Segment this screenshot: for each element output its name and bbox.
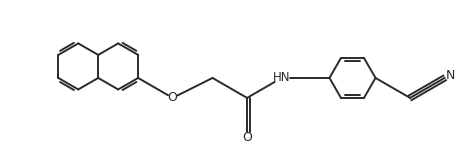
Text: O: O (168, 91, 178, 104)
Text: HN: HN (273, 71, 290, 84)
Text: N: N (446, 69, 455, 82)
Text: O: O (242, 131, 252, 144)
